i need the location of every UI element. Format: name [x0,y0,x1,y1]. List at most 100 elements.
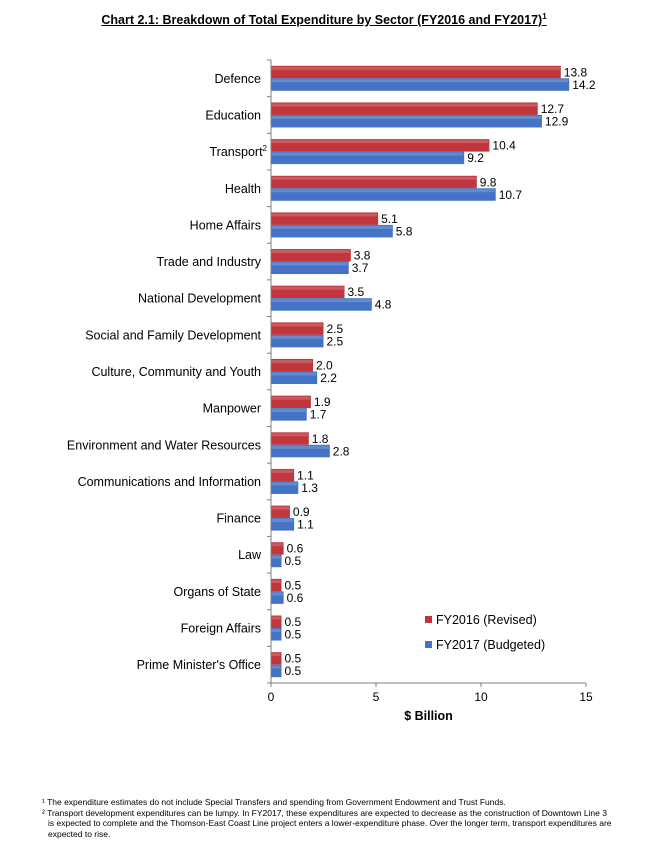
value-label-fy2016-organs-of-state: 0.5 [285,578,302,592]
bar-fy2016-national-development [271,285,345,299]
x-tick-label-5: 5 [373,690,380,704]
category-label-culture-community-and-youth: Culture, Community and Youth [91,365,261,379]
value-label-fy2017-communications-and-information: 1.3 [301,481,318,495]
chart-title: Chart 2.1: Breakdown of Total Expenditur… [0,12,648,27]
category-label-defence: Defence [214,72,261,86]
category-label-social-and-family-development: Social and Family Development [85,328,261,342]
bar-fy2016-prime-minister-s-office [271,652,282,665]
legend-label-fy2017: FY2017 (Budgeted) [436,638,545,652]
x-tick-label-15: 15 [579,690,593,704]
category-label-superscript: 2 [263,144,268,153]
bar-highlight [271,323,323,327]
bar-highlight [271,653,281,657]
bar-highlight [271,592,283,596]
footnote-1-mark: ¹ [42,797,45,807]
bar-highlight [271,225,392,229]
bar-fy2016-finance [271,505,290,519]
bar-highlight [271,519,294,523]
bar-fy2017-transport [271,151,465,165]
category-label-environment-and-water-resources: Environment and Water Resources [67,438,261,452]
bar-fy2016-manpower [271,395,311,409]
axes: 0 5 10 15 $ Billion [267,59,593,723]
bar-highlight [271,335,323,339]
value-label-fy2016-social-and-family-development: 2.5 [327,322,344,336]
bar-fy2016-environment-and-water-resources [271,432,309,445]
bar-highlight [271,66,560,70]
bar-highlight [271,579,281,583]
bar-fy2017-foreign-affairs [271,628,282,641]
value-label-fy2017-prime-minister-s-office: 0.5 [285,664,302,678]
bar-highlight [271,286,344,290]
bar-highlight [271,79,569,83]
footnote-2-mark: ² [42,807,45,818]
bar-highlight [271,433,308,437]
value-label-fy2016-law: 0.6 [287,542,304,556]
bar-fy2017-social-and-family-development [271,334,324,348]
footnote-1-text: The expenditure estimates do not include… [47,797,506,807]
bar-fy2017-environment-and-water-resources [271,444,330,458]
bar-chart: Defence Education Transport2 Health Home Aff… [67,59,596,723]
category-label-education: Education [205,108,261,122]
bar-fy2017-culture-community-and-youth [271,371,318,384]
value-label-fy2016-prime-minister-s-office: 0.5 [285,652,302,666]
bar-highlight [271,482,298,486]
category-label-law: Law [238,548,262,562]
value-label-fy2016-defence: 13.8 [564,65,588,79]
value-label-fy2017-law: 0.5 [285,554,302,568]
bar-highlight [271,396,310,400]
bar-fy2016-social-and-family-development [271,322,324,335]
value-label-fy2017-finance: 1.1 [297,518,314,532]
value-label-fy2016-home-affairs: 5.1 [381,212,398,226]
bar-highlight [271,152,464,156]
value-label-fy2017-health: 10.7 [499,188,523,202]
legend-label-fy2016: FY2016 (Revised) [436,613,537,627]
bar-fy2017-communications-and-information [271,481,299,494]
bar-highlight [271,445,329,449]
bar-fy2017-trade-and-industry [271,261,349,275]
bar-highlight [271,543,283,547]
value-label-fy2017-trade-and-industry: 3.7 [352,261,369,275]
bar-fy2016-trade-and-industry [271,249,351,262]
bar-highlight [271,250,350,254]
value-label-fy2017-environment-and-water-resources: 2.8 [333,444,350,458]
bar-fy2017-law [271,554,282,568]
category-label-transport: Transport2 [210,144,268,159]
category-label-foreign-affairs: Foreign Affairs [181,622,261,636]
bar-highlight [271,360,312,363]
bar-fy2017-finance [271,518,295,531]
footnote-2-text: Transport development expenditures can b… [47,807,612,839]
bar-fy2016-home-affairs [271,212,379,225]
bar-highlight [271,629,281,633]
bar-fy2017-manpower [271,408,307,421]
bar-highlight [271,299,371,303]
bar-fy2016-culture-community-and-youth [271,359,313,372]
category-label-trade-and-industry: Trade and Industry [157,255,262,269]
legend-swatch-fy2016 [425,616,432,623]
bar-fy2016-foreign-affairs [271,615,282,629]
bar-highlight [271,409,306,413]
bar-highlight [271,469,294,473]
bar-fy2017-health [271,188,496,201]
value-label-fy2017-national-development: 4.8 [375,298,392,312]
bar-fy2017-education [271,114,542,128]
category-label-health: Health [225,182,261,196]
bar-highlight [271,372,317,376]
value-label-fy2017-social-and-family-development: 2.5 [327,334,344,348]
bar-highlight [271,176,476,180]
bar-fy2016-organs-of-state [271,578,282,592]
bar-fy2016-communications-and-information [271,468,295,482]
value-label-fy2017-foreign-affairs: 0.5 [285,628,302,642]
category-label-finance: Finance [217,512,262,526]
bar-highlight [271,115,541,119]
value-label-fy2016-transport: 10.4 [492,139,516,153]
bar-fy2016-defence [271,65,561,79]
legend: FY2016 (Revised) FY2017 (Budgeted) [425,613,545,652]
bar-highlight [271,616,281,620]
bar-fy2017-national-development [271,298,372,311]
x-tick-label-10: 10 [474,690,488,704]
bar-highlight [271,189,495,193]
value-label-fy2016-health: 9.8 [480,175,497,189]
value-label-fy2016-national-development: 3.5 [348,285,365,299]
chart-title-text: Chart 2.1: Breakdown of Total Expenditur… [101,13,543,28]
value-label-fy2017-organs-of-state: 0.6 [287,591,304,605]
